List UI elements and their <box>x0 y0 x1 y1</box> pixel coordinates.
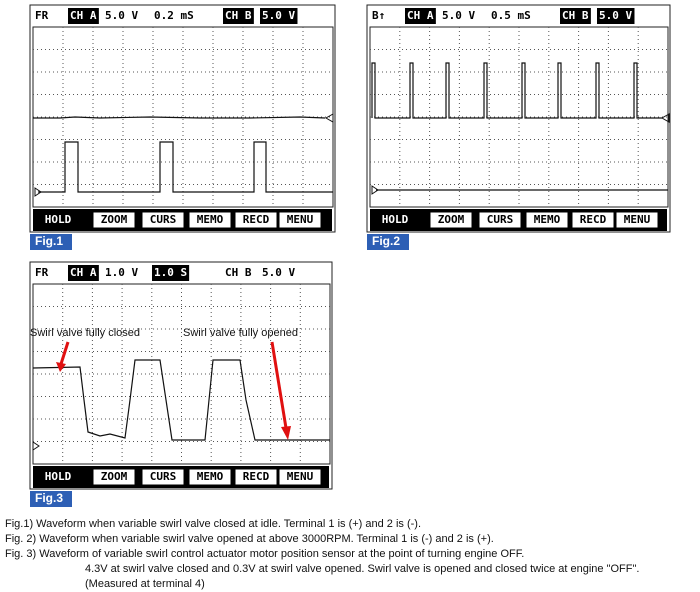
waveforms <box>32 62 670 451</box>
button-label: RECD <box>243 470 270 483</box>
marker <box>34 187 42 197</box>
button-label: MEMO <box>197 213 224 226</box>
button <box>92 468 136 486</box>
figure-label-bg <box>30 234 72 250</box>
button <box>234 468 278 486</box>
header-item: 0.2 mS <box>154 9 194 22</box>
header-highlight <box>68 8 99 24</box>
button <box>92 211 136 229</box>
button-label: HOLD <box>382 213 409 226</box>
header-highlight <box>152 265 190 281</box>
figure-label-bg <box>367 234 409 250</box>
button-label: CURS <box>150 470 177 483</box>
button <box>141 468 185 486</box>
button <box>278 468 322 486</box>
button-label: MENU <box>287 470 314 483</box>
scope-panel: FR CH A 1.0 V 1.0 S CH B 5.0 V HOLD ZOOM CURS MEM… <box>29 261 333 507</box>
button-label: MENU <box>287 213 314 226</box>
header-item: B↑ <box>372 9 385 22</box>
caption: Fig. 2) Waveform when variable swirl val… <box>5 533 494 545</box>
header-item: 1.0 V <box>105 266 138 279</box>
button <box>478 211 522 229</box>
caption: (Measured at terminal 4) <box>85 578 205 590</box>
header-item: CH A <box>70 9 97 22</box>
waveform <box>38 141 333 193</box>
caption: Fig.1) Waveform when variable swirl valv… <box>5 518 421 530</box>
button-label: CURS <box>150 213 177 226</box>
arrow-head <box>56 362 66 372</box>
header-item: CH A <box>70 266 97 279</box>
header-highlight <box>223 8 254 24</box>
button-label: ZOOM <box>101 213 128 226</box>
button <box>141 211 185 229</box>
annotation: Swirl valve fully opened <box>183 327 298 339</box>
header-item: FR <box>35 266 49 279</box>
button <box>234 211 278 229</box>
scope-panel: FR CH A 5.0 V 0.2 mS CH B 5.0 V HOLD ZOOM CURS ME… <box>29 4 336 250</box>
header-item: 5.0 V <box>105 9 138 22</box>
scope-panel: B↑ CH A 5.0 V 0.5 mS CH B 5.0 V HOLD ZOOM CURS ME… <box>366 4 671 250</box>
arrow <box>270 341 288 429</box>
button-label: HOLD <box>45 213 72 226</box>
annotation: Swirl valve fully closed <box>30 327 140 339</box>
button <box>188 211 232 229</box>
header-highlight <box>260 8 298 24</box>
caption: 4.3V at swirl valve closed and 0.3V at s… <box>85 563 639 575</box>
button-label: RECD <box>580 213 607 226</box>
marker <box>324 113 334 123</box>
figure-label: Fig.1 <box>35 234 63 248</box>
header-item: 5.0 V <box>262 266 295 279</box>
header-item: 5.0 V <box>442 9 475 22</box>
button <box>429 211 473 229</box>
button-label: ZOOM <box>101 470 128 483</box>
button-label: MEMO <box>534 213 561 226</box>
marker <box>660 113 670 123</box>
figure-label-bg <box>30 491 72 507</box>
waveform <box>32 359 330 441</box>
waveform <box>371 62 662 119</box>
header-item: 1.0 S <box>154 266 187 279</box>
figure-label: Fig.3 <box>35 491 63 505</box>
button-label: RECD <box>243 213 270 226</box>
header-item: CH B <box>225 266 252 279</box>
header-item: CH A <box>407 9 434 22</box>
header-highlight <box>560 8 591 24</box>
button <box>615 211 659 229</box>
waveform <box>33 116 326 119</box>
header-item: 5.0 V <box>599 9 632 22</box>
button <box>278 211 322 229</box>
panel-frame <box>29 261 333 490</box>
button-label: CURS <box>487 213 514 226</box>
marker <box>32 441 40 451</box>
button-label: ZOOM <box>438 213 465 226</box>
header-item: 0.5 mS <box>491 9 531 22</box>
header-item: FR <box>35 9 49 22</box>
figure-label: Fig.2 <box>372 234 400 248</box>
header-item: CH B <box>562 9 589 22</box>
button <box>525 211 569 229</box>
header-item: 5.0 V <box>262 9 295 22</box>
button-label: HOLD <box>45 470 72 483</box>
header-item: CH B <box>225 9 252 22</box>
caption: Fig. 3) Waveform of variable swirl contr… <box>5 548 524 560</box>
arrow-head <box>281 426 291 440</box>
marker <box>371 185 379 195</box>
header-highlight <box>597 8 635 24</box>
button <box>571 211 615 229</box>
header-highlight <box>405 8 436 24</box>
panel-frame <box>29 4 336 233</box>
button <box>188 468 232 486</box>
button-label: MENU <box>624 213 651 226</box>
arrow <box>59 341 70 365</box>
header-highlight <box>68 265 99 281</box>
button-label: MEMO <box>197 470 224 483</box>
